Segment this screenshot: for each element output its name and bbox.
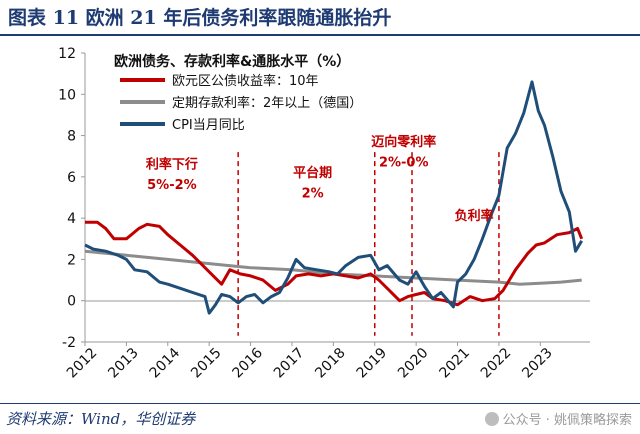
x-tick-label: 2017 xyxy=(271,345,308,382)
legend: 欧洲债务、存款利率&通胀水平（%） 欧元区公债收益率：10年 定期存款利率：2年… xyxy=(114,53,362,133)
y-tick-label: -2 xyxy=(62,335,76,351)
title-divider xyxy=(0,34,640,36)
annotation-label: 迈向零利率 xyxy=(371,134,436,150)
y-tick-label: 4 xyxy=(67,211,76,227)
series-lines xyxy=(84,80,584,315)
bond-yield-line xyxy=(85,220,584,307)
period-dividers xyxy=(237,152,500,336)
x-tick-label: 2016 xyxy=(229,345,266,382)
legend-label-deposit-rate: 定期存款利率：2年以上（德国） xyxy=(172,95,362,111)
wechat-icon xyxy=(484,412,499,426)
source-note: 资料来源：Wind，华创证券 xyxy=(6,410,196,428)
footer-divider xyxy=(0,403,640,404)
annotation-label: 2% xyxy=(302,187,324,202)
y-tick-label: 0 xyxy=(67,294,76,310)
x-ticks: 2012 2013 2014 2015 2016 2017 2018 2019 2020 2021… xyxy=(64,342,556,381)
y-tick-label: 2 xyxy=(67,252,76,268)
period-annotations: 利率下行 5%-2% 平台期 2% 迈向零利率 2%-0% 负利率 xyxy=(146,134,494,224)
figure-title: 图表 11 欧洲 21 年后债务利率跟随通胀抬升 xyxy=(8,7,392,29)
line-chart: -2 0 2 4 6 8 10 12 2012 2013 2014 2015 2016 2017 2018… xyxy=(58,46,590,381)
annotation-label: 负利率 xyxy=(455,208,494,224)
x-tick-label: 2021 xyxy=(436,345,473,382)
y-ticks: -2 0 2 4 6 8 10 12 xyxy=(58,46,85,351)
x-tick-label: 2022 xyxy=(478,345,515,382)
annotation-label: 平台期 xyxy=(293,165,332,181)
x-tick-label: 2023 xyxy=(519,345,556,382)
legend-label-bond-yield: 欧元区公债收益率：10年 xyxy=(172,73,319,89)
cpi-line xyxy=(84,80,583,315)
y-tick-label: 10 xyxy=(58,87,76,103)
watermark: 公众号 · 姚佩策略探索 xyxy=(484,409,632,428)
x-tick-label: 2019 xyxy=(354,345,391,382)
x-tick-label: 2015 xyxy=(188,345,225,382)
x-tick-label: 2020 xyxy=(395,345,432,382)
y-tick-label: 6 xyxy=(67,170,76,186)
watermark-text: 公众号 · 姚佩策略探索 xyxy=(502,413,632,428)
annotation-label: 利率下行 xyxy=(146,157,198,173)
annotation-label: 5%-2% xyxy=(147,178,197,193)
x-tick-label: 2018 xyxy=(312,345,349,382)
x-tick-label: 2013 xyxy=(105,345,142,382)
y-tick-label: 12 xyxy=(58,46,76,62)
annotation-label: 2%-0% xyxy=(379,156,429,171)
deposit-rate-line xyxy=(84,249,582,286)
legend-label-cpi: CPI当月同比 xyxy=(172,118,245,133)
chart-title: 欧洲债务、存款利率&通胀水平（%） xyxy=(114,53,350,70)
y-tick-label: 8 xyxy=(67,129,76,145)
x-tick-label: 2014 xyxy=(147,345,184,382)
